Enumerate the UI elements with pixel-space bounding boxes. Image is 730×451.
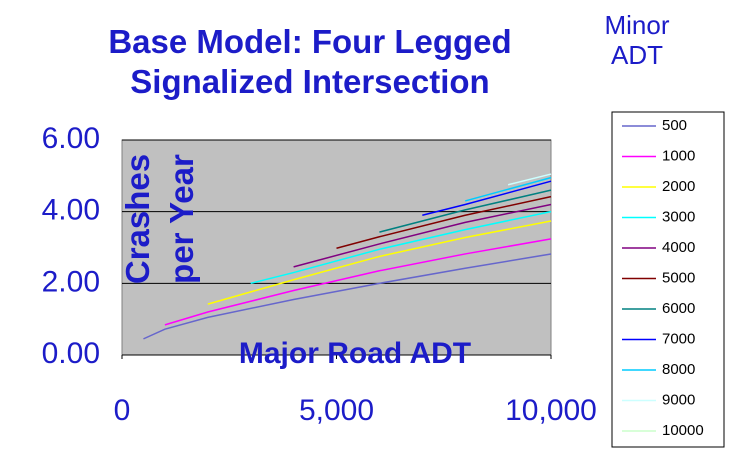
series-line (293, 203, 552, 268)
legend-label: 8000 (662, 361, 695, 378)
legend-label: 4000 (662, 239, 695, 256)
legend-label: 6000 (662, 300, 695, 317)
series-line (143, 253, 552, 340)
legend-label: 1000 (662, 147, 695, 164)
x-tick-label: 10,000 (505, 394, 597, 427)
legend-label: 10000 (662, 422, 704, 439)
legend-label: 2000 (662, 178, 695, 195)
series-line (379, 189, 552, 233)
series-line (336, 195, 552, 249)
legend-title: Minor ADT (604, 10, 670, 70)
legend-label: 7000 (662, 330, 695, 347)
x-axis-title: Major Road ADT (238, 337, 472, 370)
legend-label: 9000 (662, 391, 695, 408)
series-line (164, 238, 552, 326)
chart-title: Base Model: Four Legged Signalized Inter… (108, 23, 512, 100)
series-line (250, 210, 552, 285)
y-tick-label: 0.00 (42, 337, 100, 370)
series-line (465, 176, 552, 202)
series-line (507, 173, 552, 186)
series-line (207, 220, 552, 305)
legend-box (611, 111, 725, 448)
x-tick-label: 0 (114, 394, 131, 427)
y-tick-label: 4.00 (42, 194, 100, 227)
x-tick-label: 5,000 (299, 394, 374, 427)
y-axis-title: Crashes per Year (119, 153, 200, 285)
legend-label: 500 (662, 117, 687, 134)
series-line (422, 180, 552, 216)
legend-label: 3000 (662, 208, 695, 225)
y-tick-label: 6.00 (42, 122, 100, 155)
y-tick-label: 2.00 (42, 265, 100, 298)
legend-label: 5000 (662, 269, 695, 286)
